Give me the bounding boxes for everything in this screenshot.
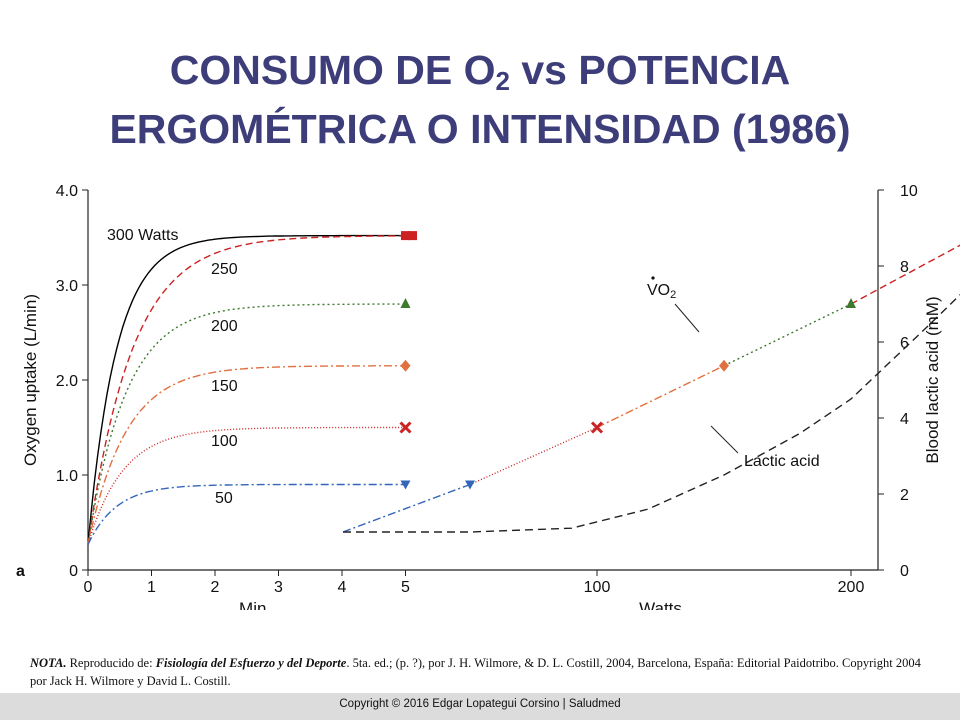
left-y-tick-label: 3.0 [56,278,78,295]
watts-x-tick-label: 100 [584,579,611,596]
left-y-tick-label: 0 [69,563,78,580]
vo2-segment [469,426,598,486]
vo2-leader-line [674,303,700,333]
series-curve-250 [87,235,406,545]
lactic-leader-line [710,425,739,454]
left-y-tick-label: 2.0 [56,373,78,390]
chart-axes: 01.02.03.04.00123451002003000246810 [56,183,918,596]
slide-title: CONSUMO DE O2 vs POTENCIA ERGOMÉTRICA O … [0,46,960,153]
vo2-point [590,421,604,434]
vo2-dot [651,276,655,280]
left-panel-time-course: 300 Watts 250 200 150 100 50 [87,227,417,545]
min-x-tick-label: 3 [274,579,283,596]
vo2-segment [596,365,725,429]
title-line-1-suffix: vs POTENCIA [509,47,791,93]
vo2-point [719,359,729,372]
series-label: 300 Watts [107,227,178,244]
chart-labels: Min Watts Oxygen uptake (L/min) Blood lacti… [16,294,942,610]
min-x-tick-label: 1 [147,579,156,596]
note-book-title: Fisiología del Esfuerzo y del Deporte [155,656,347,670]
vo2-segment [850,244,960,305]
right-y-tick-label: 10 [900,183,918,200]
vo2-segment [342,483,471,533]
note-text-1: Reproducido de: [66,656,156,670]
vo2-point [465,480,475,490]
title-subscript: 2 [495,66,510,96]
left-y-tick-label: 1.0 [56,468,78,485]
note-label: NOTA. [30,656,67,670]
vo2-label: VO2 [647,282,676,301]
series-label: 150 [211,378,238,395]
min-x-tick-label: 2 [211,579,220,596]
chart-figure: 01.02.03.04.00123451002003000246810 300 … [16,183,960,610]
min-x-tick-label: 0 [84,579,93,596]
series-curve-200 [87,303,406,545]
lactic-acid-curve [343,293,960,533]
right-y-tick-label: 2 [900,487,909,504]
series-curve-100 [87,426,406,545]
left-y-axis-label: Oxygen uptake (L/min) [21,294,40,466]
vo2-point [846,298,856,308]
series-curve-300-watts [87,234,406,545]
series-end-marker [399,421,412,434]
title-line-2: ERGOMÉTRICA O INTENSIDAD (1986) [109,106,851,152]
series-end-marker [401,231,410,241]
right-y-tick-label: 4 [900,411,909,428]
min-x-axis-label: Min [239,599,266,610]
vo2-point-stroke [590,421,604,434]
right-panel-watts: VO2 Lactic acid [342,244,960,533]
min-x-tick-label: 5 [401,579,410,596]
watts-x-axis-label: Watts [639,599,682,610]
right-y-tick-label: 0 [900,563,909,580]
series-end-marker [400,480,411,490]
note-text-2: . 5ta. ed.; (p. ?), por J. H. Wilmore, &… [30,656,921,688]
source-note: NOTA. Reproducido de: Fisiología del Esf… [30,654,935,690]
series-end-marker [400,298,411,308]
title-line-1-prefix: CONSUMO DE O [169,47,496,93]
series-label: 200 [211,318,238,335]
right-y-tick-label: 8 [900,259,909,276]
min-x-tick-label: 4 [338,579,347,596]
series-curve-150 [87,365,406,545]
left-y-tick-label: 4.0 [56,183,78,200]
series-label: 50 [215,490,233,507]
series-curve-50 [87,483,406,545]
series-label: 100 [211,433,238,450]
series-label: 250 [211,261,238,278]
footer-copyright: Copyright © 2016 Edgar Lopategui Corsino… [0,693,960,720]
lactic-acid-label: Lactic acid [744,453,820,470]
series-end-marker [400,359,411,372]
series-end-marker-stroke [399,421,412,434]
watts-x-tick-label: 200 [838,579,865,596]
right-y-tick-label: 6 [900,335,909,352]
vo2-segment [723,303,852,367]
title-line-1: CONSUMO DE O2 vs POTENCIA [0,46,960,105]
panel-label: a [16,563,25,580]
right-y-axis-label: Blood lactic acid (mM) [923,296,942,463]
series-end-marker-2 [408,231,417,241]
